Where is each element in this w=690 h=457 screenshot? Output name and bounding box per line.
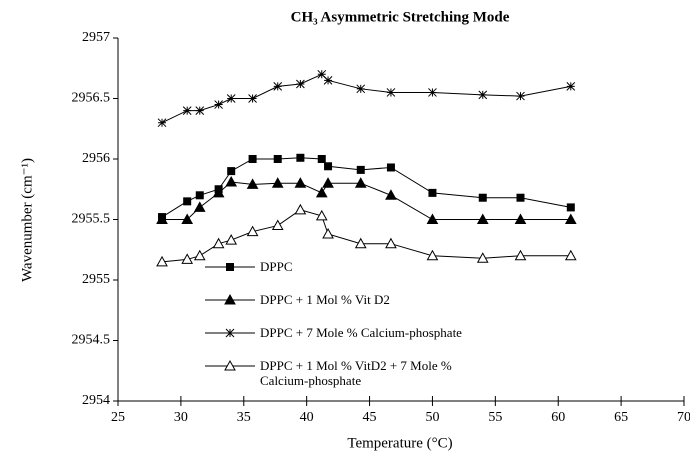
marker xyxy=(193,201,206,212)
marker xyxy=(273,155,282,163)
marker xyxy=(385,189,397,200)
legend-marker xyxy=(224,293,236,305)
legend-label: DPPC xyxy=(260,259,293,274)
marker xyxy=(317,155,326,163)
x-tick-label: 55 xyxy=(488,410,502,425)
marker xyxy=(225,175,238,187)
marker xyxy=(476,252,489,263)
marker xyxy=(246,225,259,237)
series-line xyxy=(162,181,571,220)
x-tick-label: 45 xyxy=(363,410,377,425)
x-tick-label: 35 xyxy=(237,410,251,425)
marker xyxy=(195,191,204,200)
marker xyxy=(323,75,333,85)
marker xyxy=(315,186,328,198)
marker xyxy=(566,203,575,212)
marker xyxy=(478,193,487,202)
x-tick-label: 70 xyxy=(677,410,690,425)
marker xyxy=(322,177,334,188)
marker xyxy=(324,162,333,171)
marker xyxy=(476,213,489,224)
marker xyxy=(356,84,366,94)
marker xyxy=(156,213,168,224)
marker xyxy=(195,106,205,115)
marker xyxy=(354,237,367,249)
marker xyxy=(514,249,527,261)
marker xyxy=(214,100,223,109)
legend-entry: DPPC + 7 Mole % Calcium-phosphate xyxy=(260,325,462,340)
marker xyxy=(516,193,525,202)
marker xyxy=(428,88,437,97)
marker xyxy=(294,203,307,215)
marker xyxy=(181,253,194,264)
marker xyxy=(248,155,257,163)
series-line xyxy=(161,73,571,124)
y-tick-label: 2954 xyxy=(82,393,110,408)
y-tick-label: 2955 xyxy=(82,272,110,287)
legend-label: DPPC + 1 Mol % Vit D2 xyxy=(260,292,390,307)
series-line xyxy=(161,157,571,218)
x-tick-label: 25 xyxy=(111,410,125,425)
marker xyxy=(227,167,236,176)
marker xyxy=(156,255,168,267)
marker xyxy=(271,219,284,231)
series-line xyxy=(161,209,571,263)
x-tick-label: 65 xyxy=(614,410,628,425)
legend-entry: DPPC + 1 Mol % VitD2 + 7 Mole % Calcium-… xyxy=(260,358,452,388)
marker xyxy=(181,213,194,224)
marker xyxy=(354,177,367,188)
y-tick-label: 2956.5 xyxy=(72,91,111,106)
x-tick-label: 30 xyxy=(174,410,188,425)
marker xyxy=(385,237,397,249)
marker xyxy=(386,163,395,172)
marker xyxy=(182,106,192,115)
chart-title: CH₃ Asymmetric Stretching Mode xyxy=(291,9,510,25)
legend-label: DPPC + 7 Mole % Calcium-phosphate xyxy=(260,325,462,340)
marker xyxy=(478,90,488,100)
marker xyxy=(225,234,238,245)
legend-marker xyxy=(224,359,236,371)
legend-marker xyxy=(225,328,235,338)
marker xyxy=(296,79,305,89)
marker xyxy=(212,237,225,249)
marker xyxy=(356,165,365,174)
marker xyxy=(322,227,334,239)
marker xyxy=(193,249,206,261)
marker xyxy=(426,213,439,224)
marker xyxy=(246,178,259,189)
y-axis-label: Wavenumber (cm⁻¹) xyxy=(19,158,35,282)
marker xyxy=(273,82,283,91)
legend-entry: DPPC xyxy=(260,259,293,274)
marker xyxy=(212,186,225,198)
marker xyxy=(566,82,576,91)
marker xyxy=(271,177,284,188)
x-tick-label: 50 xyxy=(425,410,439,425)
marker xyxy=(516,91,525,101)
marker xyxy=(315,209,328,221)
marker xyxy=(564,213,577,224)
marker xyxy=(248,94,257,103)
marker xyxy=(226,94,236,103)
marker xyxy=(386,88,396,97)
y-tick-label: 2954.5 xyxy=(72,333,111,348)
marker xyxy=(428,188,437,197)
legend-marker xyxy=(226,263,234,271)
marker xyxy=(317,69,327,79)
marker xyxy=(294,177,307,188)
marker xyxy=(157,118,167,128)
marker xyxy=(426,249,439,261)
x-tick-label: 60 xyxy=(551,410,565,425)
y-tick-label: 2956 xyxy=(82,151,110,166)
marker xyxy=(183,197,192,206)
y-tick-label: 2957 xyxy=(82,30,110,45)
x-tick-label: 40 xyxy=(300,410,314,425)
marker xyxy=(296,153,305,162)
legend-entry: DPPC + 1 Mol % Vit D2 xyxy=(260,292,390,307)
x-axis-label: Temperature (°C) xyxy=(347,435,452,451)
marker xyxy=(564,249,577,261)
legend-label: DPPC + 1 Mol % VitD2 + 7 Mole % Calcium-… xyxy=(260,358,452,388)
y-tick-label: 2955.5 xyxy=(72,212,111,227)
marker xyxy=(514,213,527,224)
